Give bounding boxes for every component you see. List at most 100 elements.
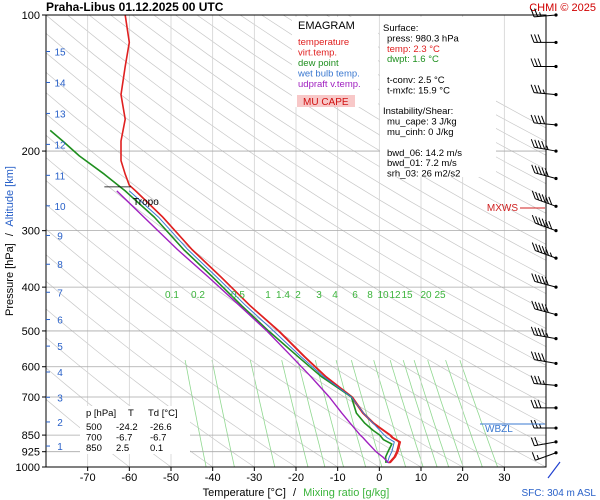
legend-title: EMAGRAM	[298, 20, 355, 32]
wind-barb-dot	[554, 64, 558, 69]
dry-adiabat	[46, 32, 546, 366]
wind-barb-dot	[554, 40, 558, 45]
wind-barb-feather	[534, 274, 539, 283]
wind-barb-feather	[538, 275, 542, 284]
wind-barb-feather	[530, 351, 535, 360]
wind-barb-feather	[541, 115, 546, 125]
temperature-ticks: -70 -60 -50 -40 -30 -20 -10 0 10 20 30	[80, 467, 510, 484]
mixing-ratio-line	[402, 359, 438, 467]
wind-barb-feather	[530, 375, 535, 384]
wind-barb-staff	[534, 441, 557, 447]
wind-barb-staff	[534, 359, 557, 364]
mixing-ratio-line	[373, 359, 406, 467]
wind-barb-feather	[535, 243, 540, 252]
mixing-ratio-line	[211, 360, 235, 467]
wind-barb-feather	[537, 85, 542, 94]
wind-barb-feather	[534, 436, 539, 446]
mixing-ratio-label: 10	[377, 290, 389, 301]
surface-height-label: SFC: 304 m ASL	[522, 488, 597, 499]
temperature-tick-label: 20	[457, 472, 469, 484]
series-line-virt-temp-	[135, 190, 402, 464]
wind-barb-feather	[538, 244, 543, 254]
wind-barb-half-feather	[542, 380, 546, 385]
pressure-tick-label: 850	[22, 430, 40, 442]
tropopause-label: Tropo	[133, 197, 159, 208]
pressure-tick-label: 925	[22, 447, 40, 459]
wind-barb-feather	[534, 139, 539, 149]
mixing-ratio-label: 4	[332, 290, 338, 301]
info-line: dwpt: 1.6 °C	[387, 54, 439, 65]
x-axis-title: Temperature [°C] / Mixing ratio [g/kg]	[203, 487, 390, 499]
wind-barb-staff	[534, 92, 557, 96]
dry-adiabat	[110, 15, 546, 295]
wind-barb-staff	[534, 146, 557, 152]
wind-barb	[530, 58, 558, 69]
table-cell: -6.7	[150, 433, 166, 444]
wind-barb-feather	[534, 301, 539, 310]
legend-item-label: wet bulb temp.	[297, 69, 360, 80]
mixing-ratio-line	[427, 359, 464, 467]
ylabel-altitude: Altitude [km]	[4, 166, 16, 227]
wind-barb-feather	[534, 84, 539, 94]
mixing-ratio-label: 6	[352, 290, 358, 301]
pressure-tick-label: 200	[22, 146, 40, 158]
mixing-ratio-line	[445, 359, 483, 467]
wind-barb-feather	[530, 8, 535, 18]
table-cell: -26.6	[150, 422, 172, 433]
pressure-tick-label: 1000	[16, 462, 40, 474]
mxws-marker: MXWS	[487, 203, 545, 214]
wind-barb	[530, 351, 558, 366]
altitude-tick-label: 14	[54, 78, 66, 89]
wind-barb	[530, 114, 558, 127]
y-axis-title: Pressure [hPa] / Altitude [km]	[4, 166, 16, 316]
temperature-tick-label: 0	[376, 472, 382, 484]
wind-barb	[531, 300, 558, 317]
wind-barb-dot	[554, 13, 558, 17]
altitude-tick-label: 1	[57, 442, 63, 453]
info-background	[380, 17, 496, 177]
wind-barb-feather	[530, 399, 535, 409]
temperature-tick-label: -10	[330, 472, 346, 484]
temperature-tick-label: -20	[288, 472, 304, 484]
wind-barb-feather	[537, 327, 542, 337]
wind-barb-feather	[530, 84, 535, 93]
table-cell: 700	[86, 433, 102, 444]
altitude-tick-label: 11	[55, 171, 66, 182]
mixing-ratio-label: 0.2	[191, 290, 205, 301]
mixing-ratio-label: 15	[401, 290, 413, 301]
wind-barb-staff	[534, 172, 557, 179]
legend-item-label: temperature	[298, 37, 349, 48]
mixing-ratio-line	[389, 359, 424, 467]
legend-item-label: udpraft v.temp.	[298, 79, 361, 90]
ylabel-separator: /	[4, 232, 16, 236]
wind-barb-feather	[537, 58, 542, 67]
wind-barb-feather	[530, 34, 535, 43]
xlabel-separator: /	[293, 487, 297, 499]
wind-barb-feather	[530, 139, 535, 148]
mixing-ratio-labels: 0.1 0.2 0.5 1 1.4 2 3 4 6 8 10 12 15 20 25	[165, 290, 446, 301]
wind-barb-staff	[534, 308, 557, 316]
wind-barb-dot	[554, 229, 558, 233]
dry-adiabat	[46, 52, 546, 385]
wind-barb-feather	[537, 352, 542, 361]
wind-barb-dot	[554, 285, 558, 289]
xlabel-mixing: Mixing ratio [g/kg]	[303, 487, 389, 499]
dry-adiabat	[196, 15, 546, 230]
wind-barb-half-feather	[546, 145, 549, 150]
wind-barb-dot	[554, 383, 558, 388]
wind-barb-half-feather	[546, 333, 549, 338]
dry-adiabat	[175, 15, 546, 245]
temperature-tick-label: 30	[498, 472, 510, 484]
dry-adiabat	[131, 15, 546, 278]
wind-barb-feather	[541, 275, 546, 285]
mixing-ratio-line	[249, 360, 276, 467]
wind-barb-feather	[537, 115, 542, 124]
wind-barb-dot	[554, 406, 558, 410]
wind-barb	[531, 273, 558, 289]
info-line: press: 980.3 hPa	[387, 33, 460, 44]
pressure-tick-label: 300	[22, 226, 40, 238]
altitude-tick-label: 5	[57, 342, 63, 353]
mixing-ratio-line	[184, 360, 207, 467]
